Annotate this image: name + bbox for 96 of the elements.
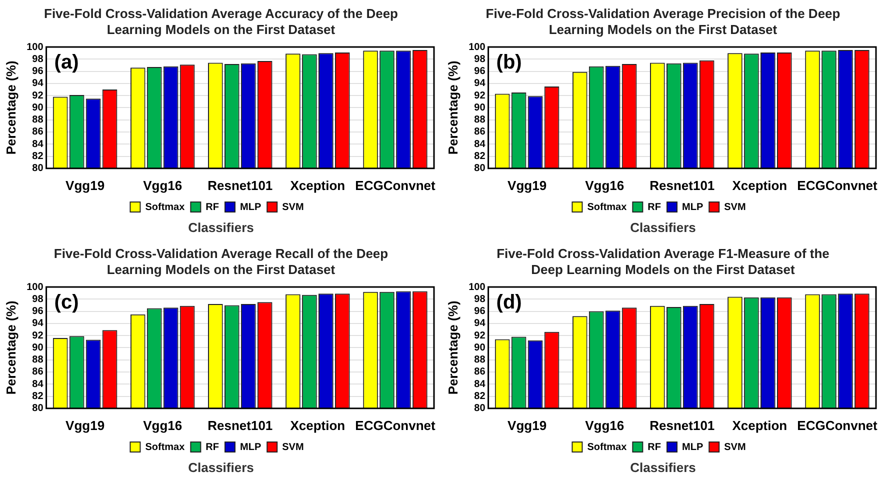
y-tick-label: 96 xyxy=(474,66,486,78)
annotation: (b) xyxy=(496,52,522,74)
y-tick-label: 96 xyxy=(32,306,44,318)
x-tick-label: Xception xyxy=(290,418,346,433)
annotation: (d) xyxy=(496,292,522,314)
y-tick-label: 100 xyxy=(468,282,486,293)
y-tick-label: 94 xyxy=(474,78,486,90)
x-tick-label: Vgg16 xyxy=(143,178,182,193)
y-tick-label: 82 xyxy=(474,151,486,162)
y-tick-label: 90 xyxy=(474,102,486,114)
y-tick-label: 100 xyxy=(468,42,486,53)
y-tick-label: 80 xyxy=(32,403,44,414)
y-tick-label: 94 xyxy=(474,318,486,330)
legend-label: SVM xyxy=(282,442,304,453)
y-tick-label: 86 xyxy=(32,366,44,378)
x-tick-label: ECGConvnet xyxy=(355,178,436,193)
y-tick-label: 88 xyxy=(32,354,44,366)
x-tick-label: Resnet101 xyxy=(650,178,715,193)
legend-label: Softmax xyxy=(587,202,628,213)
y-tick-label: 98 xyxy=(474,294,486,305)
y-tick-label: 80 xyxy=(32,163,44,174)
legend-label: Softmax xyxy=(145,202,186,213)
legend-label: RF xyxy=(206,442,220,453)
y-tick-label: 82 xyxy=(474,391,486,402)
y-tick-label: 88 xyxy=(474,114,486,126)
y-tick-label: 80 xyxy=(474,163,486,174)
x-tick-label: ECGConvnet xyxy=(797,178,878,193)
x-axis-title: Classifiers xyxy=(187,220,255,235)
x-tick-label: Xception xyxy=(290,178,346,193)
legend-label: SVM xyxy=(724,442,746,453)
x-tick-label: Xception xyxy=(732,418,788,433)
x-tick-label: Vgg16 xyxy=(585,178,624,193)
y-tick-label: 84 xyxy=(32,378,44,390)
y-tick-label: 96 xyxy=(474,306,486,318)
y-axis-title: Percentage (%) xyxy=(445,300,460,395)
y-tick-label: 86 xyxy=(474,366,486,378)
x-tick-label: Vgg19 xyxy=(66,178,105,193)
legend-label: SVM xyxy=(724,202,746,213)
chart-title: Five-Fold Cross-Validation Average Recall of the Deep Learning Models on the First Dataset xyxy=(52,246,390,278)
legend-label: SVM xyxy=(282,202,304,213)
annotation: (c) xyxy=(54,292,79,314)
y-axis-title: Percentage (%) xyxy=(445,60,460,155)
y-tick-label: 88 xyxy=(32,114,44,126)
x-tick-label: Resnet101 xyxy=(208,418,273,433)
y-tick-label: 80 xyxy=(474,403,486,414)
y-tick-label: 100 xyxy=(26,42,44,53)
y-tick-label: 84 xyxy=(474,378,486,390)
legend-label: Softmax xyxy=(145,442,186,453)
chart-title: Five-Fold Cross-Validation Average Precision of the Deep Learning Models on the First Dataset xyxy=(484,6,842,38)
y-tick-label: 86 xyxy=(474,126,486,138)
y-tick-label: 92 xyxy=(474,90,486,102)
chart-title: Five-Fold Cross-Validation Average F1-Measure of the Deep Learning Models on the First Dataset xyxy=(496,246,830,278)
x-tick-label: Vgg19 xyxy=(508,178,547,193)
chart-title: Five-Fold Cross-Validation Average Accuracy of the Deep Learning Models on the First Dataset xyxy=(43,6,399,38)
y-tick-label: 84 xyxy=(32,138,44,150)
legend-label: RF xyxy=(648,442,662,453)
x-tick-label: Resnet101 xyxy=(650,418,715,433)
y-tick-label: 100 xyxy=(26,282,44,293)
y-tick-label: 94 xyxy=(32,78,44,90)
legend-label: MLP xyxy=(240,202,262,213)
legend-label: RF xyxy=(648,202,662,213)
y-tick-label: 90 xyxy=(32,342,44,354)
annotation: (a) xyxy=(54,52,79,74)
x-axis-title: Classifiers xyxy=(629,220,697,235)
y-tick-label: 84 xyxy=(474,138,486,150)
y-tick-label: 98 xyxy=(32,294,44,305)
legend-label: MLP xyxy=(682,442,704,453)
y-tick-label: 90 xyxy=(32,102,44,114)
x-tick-label: Vgg19 xyxy=(508,418,547,433)
y-tick-label: 82 xyxy=(32,391,44,402)
y-tick-label: 98 xyxy=(474,54,486,65)
y-tick-label: 92 xyxy=(474,330,486,342)
legend-label: MLP xyxy=(682,202,704,213)
legend-label: Softmax xyxy=(587,442,628,453)
x-tick-label: Vgg16 xyxy=(143,418,182,433)
x-tick-label: Vgg16 xyxy=(585,418,624,433)
y-axis-title: Percentage (%) xyxy=(3,60,18,155)
y-tick-label: 88 xyxy=(474,354,486,366)
y-tick-label: 82 xyxy=(32,151,44,162)
y-tick-label: 92 xyxy=(32,90,44,102)
y-tick-label: 94 xyxy=(32,318,44,330)
y-axis-title: Percentage (%) xyxy=(3,300,18,395)
x-tick-label: Xception xyxy=(732,178,788,193)
x-tick-label: ECGConvnet xyxy=(355,418,436,433)
x-tick-label: Vgg19 xyxy=(66,418,105,433)
y-tick-label: 96 xyxy=(32,66,44,78)
y-tick-label: 98 xyxy=(32,54,44,65)
x-tick-label: Resnet101 xyxy=(208,178,273,193)
legend-label: MLP xyxy=(240,442,262,453)
x-axis-title: Classifiers xyxy=(187,460,255,475)
y-tick-label: 92 xyxy=(32,330,44,342)
y-tick-label: 86 xyxy=(32,126,44,138)
legend-label: RF xyxy=(206,202,220,213)
x-axis-title: Classifiers xyxy=(629,460,697,475)
x-tick-label: ECGConvnet xyxy=(797,418,878,433)
y-tick-label: 90 xyxy=(474,342,486,354)
